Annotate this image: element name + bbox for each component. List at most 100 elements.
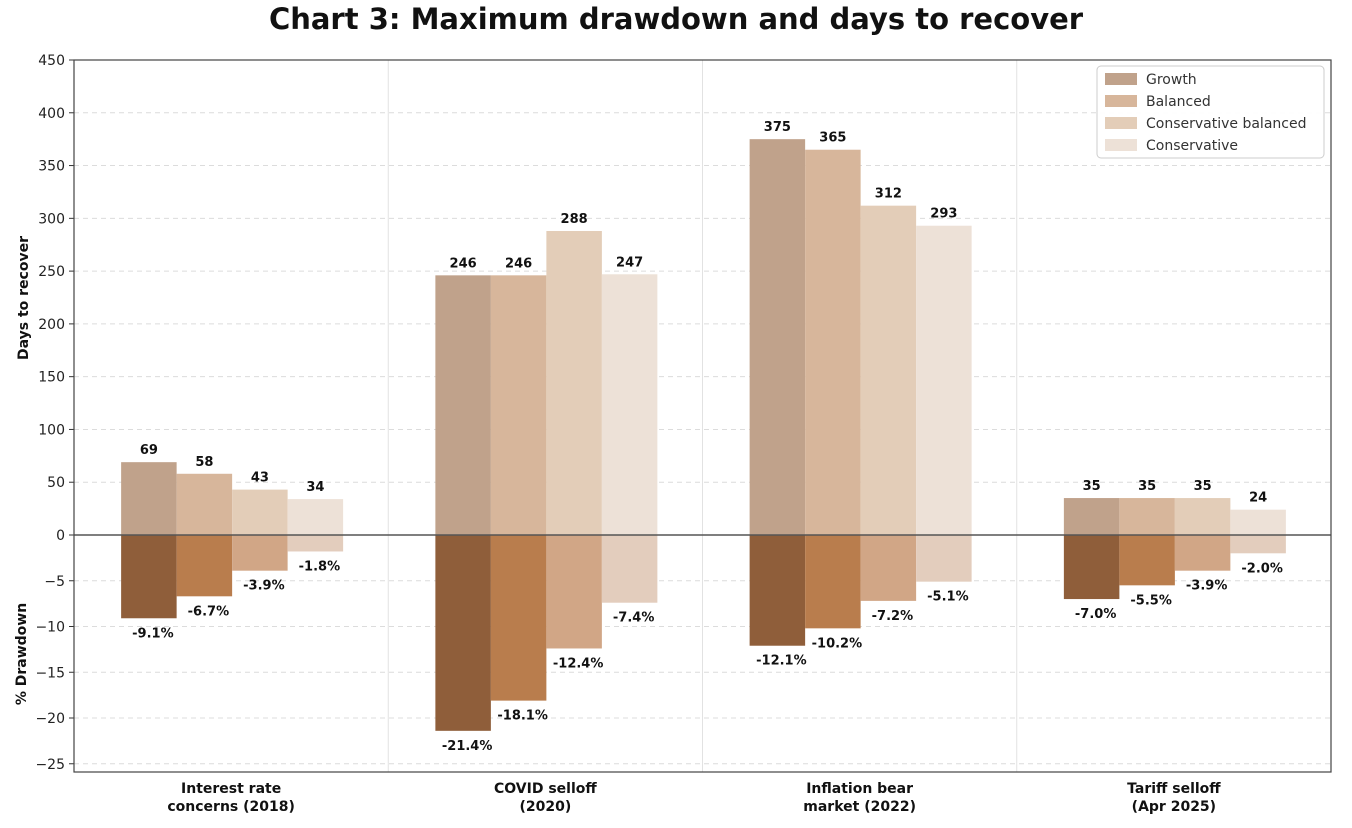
- drawdown-value-label: -3.9%: [1186, 579, 1227, 594]
- y-tick-label: 0: [56, 528, 65, 544]
- drawdown-bar: [805, 535, 861, 629]
- days-value-label: 293: [930, 207, 957, 222]
- days-value-label: 312: [875, 187, 902, 202]
- y-tick-label: −5: [44, 574, 65, 590]
- days-bar: [601, 274, 658, 535]
- drawdown-value-label: -2.0%: [1241, 561, 1282, 576]
- drawdown-value-label: -9.1%: [132, 626, 173, 641]
- days-value-label: 35: [1083, 479, 1101, 494]
- legend-swatch: [1105, 139, 1137, 151]
- days-bar: [860, 205, 917, 535]
- drawdown-bar: [916, 535, 972, 582]
- category-label: COVID selloff: [494, 781, 597, 797]
- days-bar: [435, 275, 491, 535]
- category-label: concerns (2018): [167, 799, 295, 815]
- y-tick-label: −15: [35, 665, 65, 681]
- days-bar: [287, 499, 344, 535]
- days-bar: [1174, 498, 1231, 535]
- days-bar: [176, 473, 233, 535]
- drawdown-bar: [1230, 535, 1286, 554]
- y-tick-label: 200: [38, 317, 65, 333]
- grid-layer: [74, 59, 1331, 772]
- y-tick-label: 400: [38, 106, 65, 122]
- days-value-label: 375: [764, 120, 791, 135]
- days-value-label: 43: [251, 471, 269, 486]
- legend-label: Conservative: [1146, 138, 1238, 154]
- category-label: market (2022): [803, 799, 916, 815]
- drawdown-value-label: -18.1%: [497, 709, 548, 724]
- days-bar: [805, 149, 861, 535]
- days-bar: [1230, 509, 1286, 535]
- page-title: Chart 3: Maximum drawdown and days to re…: [268, 2, 1084, 36]
- days-bar: [1119, 498, 1175, 535]
- drawdown-value-label: -12.1%: [756, 654, 807, 669]
- days-value-label: 288: [561, 212, 588, 227]
- category-label: (Apr 2025): [1132, 799, 1216, 815]
- drawdown-value-label: -5.5%: [1130, 593, 1171, 608]
- y-tick-label: 150: [38, 370, 65, 386]
- drawdown-bar: [287, 535, 344, 552]
- days-value-label: 35: [1194, 479, 1212, 494]
- drawdown-bar: [1063, 535, 1120, 600]
- days-value-label: 246: [450, 256, 477, 271]
- drawdown-bar: [435, 535, 491, 731]
- legend-label: Growth: [1146, 72, 1197, 88]
- y-axis-title-drawdown: % Drawdown: [14, 603, 30, 705]
- days-value-label: 247: [616, 255, 643, 270]
- drawdown-value-label: -6.7%: [188, 604, 229, 619]
- drawdown-bar: [860, 535, 917, 601]
- drawdown-bar: [490, 535, 547, 701]
- days-bar: [232, 489, 288, 535]
- y-axis-title-days: Days to recover: [16, 236, 32, 360]
- drawdown-bar: [1174, 535, 1231, 571]
- y-tick-label: 100: [38, 422, 65, 438]
- days-value-label: 69: [140, 443, 158, 458]
- days-bar: [1063, 498, 1120, 535]
- labels-layer: 69 -9.1% 58 -6.7% 43 -3.9% 34 -1.8% 246 -21.4% 246…: [132, 120, 1283, 754]
- days-bar: [546, 231, 602, 535]
- drawdown-value-label: -3.9%: [243, 579, 284, 594]
- axes-layer: 450 400 350 300 250 200 150 100 50 0 −5 −10 −15 −20 −2…: [14, 53, 1332, 815]
- y-tick-label: 450: [38, 53, 65, 69]
- legend-box: [1096, 65, 1325, 159]
- drawdown-value-label: -21.4%: [442, 739, 493, 754]
- bars-layer: [121, 139, 1286, 731]
- days-value-label: 246: [505, 256, 532, 271]
- drawdown-value-label: -1.8%: [299, 559, 340, 574]
- legend-label: Conservative balanced: [1146, 116, 1306, 132]
- days-value-label: 34: [306, 480, 324, 495]
- category-label: Interest rate: [181, 781, 281, 797]
- category-label: Inflation bear: [806, 781, 913, 797]
- days-value-label: 24: [1249, 491, 1267, 506]
- drawdown-bar: [601, 535, 658, 603]
- drawdown-value-label: -5.1%: [927, 590, 968, 605]
- drawdown-bar: [546, 535, 602, 649]
- drawdown-bar: [1119, 535, 1175, 586]
- y-tick-label: 300: [38, 211, 65, 227]
- category-label: Tariff selloff: [1127, 781, 1221, 797]
- category-label: (2020): [519, 799, 571, 815]
- days-bar: [749, 139, 806, 535]
- days-value-label: 365: [819, 131, 846, 146]
- days-bar: [490, 275, 547, 535]
- days-bar: [121, 462, 177, 535]
- days-value-label: 35: [1138, 479, 1156, 494]
- drawdown-value-label: -12.4%: [553, 656, 604, 671]
- drawdown-bar: [121, 535, 177, 619]
- plot-frame: [73, 59, 1332, 773]
- drawdown-bar: [232, 535, 288, 571]
- y-tick-label: 50: [47, 475, 65, 491]
- legend: Growth Balanced Conservative balanced Conse…: [1096, 65, 1325, 159]
- legend-label: Balanced: [1146, 94, 1211, 110]
- legend-swatch: [1105, 117, 1137, 129]
- drawdown-bar: [176, 535, 233, 597]
- drawdown-value-label: -7.2%: [872, 609, 913, 624]
- y-tick-label: 250: [38, 264, 65, 280]
- drawdown-value-label: -7.4%: [613, 611, 654, 626]
- y-tick-label: −20: [35, 711, 65, 727]
- y-tick-label: 350: [38, 159, 65, 175]
- y-tick-label: −25: [35, 757, 65, 773]
- y-tick-label: −10: [35, 620, 65, 636]
- days-bar: [916, 225, 972, 535]
